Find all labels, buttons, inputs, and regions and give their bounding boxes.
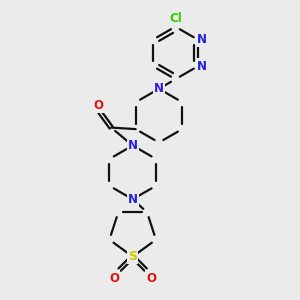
Text: Cl: Cl (169, 12, 182, 25)
Text: O: O (93, 99, 103, 112)
Text: N: N (128, 139, 138, 152)
Text: N: N (128, 193, 138, 206)
Text: O: O (109, 272, 119, 285)
Text: N: N (197, 33, 207, 46)
Text: N: N (154, 82, 164, 95)
Text: O: O (146, 272, 156, 285)
Text: S: S (128, 250, 137, 263)
Text: N: N (197, 60, 207, 73)
